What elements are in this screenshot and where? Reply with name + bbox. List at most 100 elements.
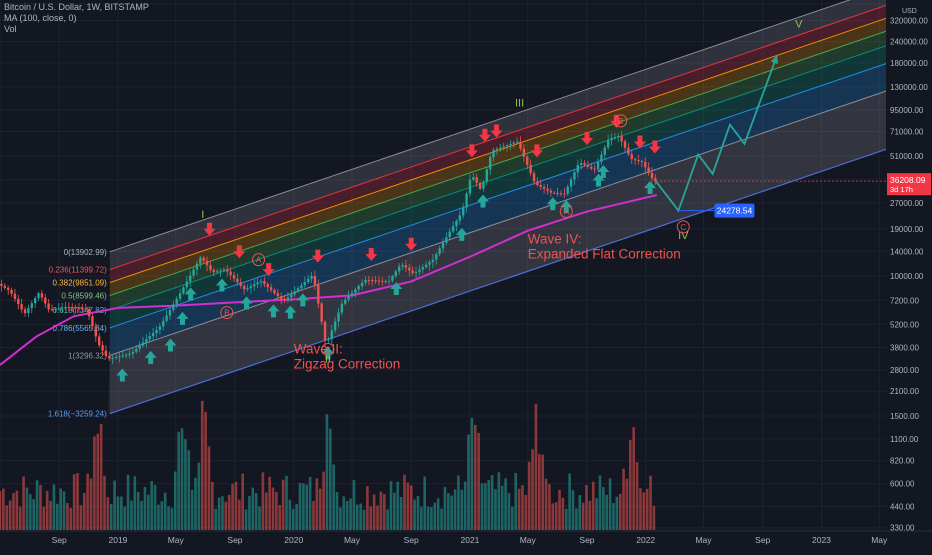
candle-body[interactable] bbox=[74, 307, 77, 309]
candle-body[interactable] bbox=[50, 309, 54, 311]
candle-body[interactable] bbox=[205, 260, 209, 266]
candle-body[interactable] bbox=[138, 345, 141, 349]
candle-body[interactable] bbox=[593, 168, 596, 170]
candle-body[interactable] bbox=[13, 293, 17, 299]
candle-body[interactable] bbox=[273, 290, 276, 294]
up-arrow[interactable] bbox=[390, 281, 403, 295]
candle-body[interactable] bbox=[17, 298, 20, 305]
up-arrow[interactable] bbox=[116, 368, 129, 382]
candle-body[interactable] bbox=[81, 308, 84, 310]
candle-body[interactable] bbox=[344, 299, 347, 304]
candle-body[interactable] bbox=[135, 348, 138, 352]
candle-body[interactable] bbox=[114, 357, 118, 359]
up-arrow[interactable] bbox=[476, 194, 489, 208]
candle-body[interactable] bbox=[397, 266, 401, 272]
down-arrow[interactable] bbox=[478, 128, 491, 142]
last-price-badge[interactable] bbox=[887, 173, 931, 196]
candle-body[interactable] bbox=[310, 275, 313, 280]
candle-body[interactable] bbox=[465, 193, 468, 208]
candle-body[interactable] bbox=[576, 165, 580, 173]
up-arrow[interactable] bbox=[321, 346, 334, 360]
ma-indicator-label[interactable]: MA (100, close, 0) bbox=[4, 13, 77, 23]
candle-body[interactable] bbox=[232, 275, 236, 279]
candle-body[interactable] bbox=[64, 306, 67, 308]
candle-body[interactable] bbox=[505, 145, 509, 147]
down-arrow[interactable] bbox=[490, 124, 503, 138]
up-arrow[interactable] bbox=[284, 305, 297, 319]
down-arrow[interactable] bbox=[648, 140, 661, 154]
down-arrow[interactable] bbox=[233, 245, 246, 259]
candle-body[interactable] bbox=[108, 355, 111, 359]
candle-body[interactable] bbox=[654, 178, 657, 182]
channel-lower-line[interactable] bbox=[109, 148, 887, 415]
candle-body[interactable] bbox=[165, 315, 168, 321]
candle-body[interactable] bbox=[280, 296, 283, 300]
candle-body[interactable] bbox=[57, 308, 60, 310]
candle-body[interactable] bbox=[0, 283, 3, 286]
candle-body[interactable] bbox=[367, 279, 371, 281]
candle-body[interactable] bbox=[340, 303, 344, 313]
candle-body[interactable] bbox=[276, 293, 280, 297]
candle-body[interactable] bbox=[536, 181, 539, 186]
up-arrow[interactable] bbox=[215, 278, 228, 292]
candle-body[interactable] bbox=[640, 161, 644, 163]
down-arrow[interactable] bbox=[365, 247, 378, 261]
candle-body[interactable] bbox=[111, 357, 114, 359]
candle-body[interactable] bbox=[384, 281, 387, 283]
candle-body[interactable] bbox=[131, 351, 135, 354]
candle-body[interactable] bbox=[347, 296, 350, 300]
candle-body[interactable] bbox=[519, 141, 522, 149]
up-arrow[interactable] bbox=[164, 338, 177, 352]
candle-body[interactable] bbox=[10, 289, 13, 294]
candle-body[interactable] bbox=[485, 169, 489, 182]
candle-body[interactable] bbox=[330, 330, 333, 340]
up-arrow[interactable] bbox=[644, 181, 657, 195]
candle-body[interactable] bbox=[97, 336, 101, 346]
up-arrow[interactable] bbox=[592, 173, 605, 187]
up-arrow[interactable] bbox=[184, 287, 197, 301]
candle-body[interactable] bbox=[337, 312, 340, 322]
candle-body[interactable] bbox=[381, 280, 384, 282]
candle-body[interactable] bbox=[647, 167, 650, 173]
candle-body[interactable] bbox=[451, 226, 455, 232]
up-arrow[interactable] bbox=[267, 304, 280, 318]
candle-body[interactable] bbox=[145, 339, 148, 343]
candle-body[interactable] bbox=[293, 291, 296, 295]
candle-body[interactable] bbox=[239, 282, 242, 286]
candle-body[interactable] bbox=[47, 303, 50, 310]
candle-body[interactable] bbox=[296, 288, 300, 292]
candle-body[interactable] bbox=[391, 276, 394, 281]
candle-body[interactable] bbox=[401, 265, 404, 267]
candle-body[interactable] bbox=[91, 316, 94, 327]
candle-body[interactable] bbox=[620, 135, 623, 142]
candle-body[interactable] bbox=[172, 304, 175, 310]
candle-body[interactable] bbox=[633, 159, 637, 161]
candle-body[interactable] bbox=[350, 292, 354, 297]
candle-body[interactable] bbox=[539, 185, 542, 187]
down-arrow[interactable] bbox=[610, 114, 623, 128]
candle-body[interactable] bbox=[441, 242, 445, 249]
candle-body[interactable] bbox=[118, 356, 121, 358]
candle-body[interactable] bbox=[377, 280, 381, 282]
candle-body[interactable] bbox=[559, 193, 563, 195]
candle-body[interactable] bbox=[590, 166, 593, 169]
candle-body[interactable] bbox=[71, 307, 74, 309]
candle-body[interactable] bbox=[455, 220, 458, 227]
candle-body[interactable] bbox=[458, 215, 462, 221]
candle-body[interactable] bbox=[155, 329, 158, 334]
candle-body[interactable] bbox=[526, 156, 529, 165]
candle-body[interactable] bbox=[387, 280, 391, 282]
candle-body[interactable] bbox=[438, 248, 441, 255]
candle-body[interactable] bbox=[617, 135, 620, 138]
candle-body[interactable] bbox=[158, 326, 162, 330]
candle-body[interactable] bbox=[30, 303, 33, 309]
candle-body[interactable] bbox=[306, 279, 310, 283]
candle-body[interactable] bbox=[546, 188, 549, 191]
candle-body[interactable] bbox=[317, 285, 320, 304]
candle-body[interactable] bbox=[569, 179, 573, 187]
candle-body[interactable] bbox=[421, 267, 424, 270]
candle-body[interactable] bbox=[586, 164, 590, 167]
candle-body[interactable] bbox=[124, 354, 128, 356]
candle-body[interactable] bbox=[162, 320, 165, 327]
candle-body[interactable] bbox=[77, 307, 81, 309]
